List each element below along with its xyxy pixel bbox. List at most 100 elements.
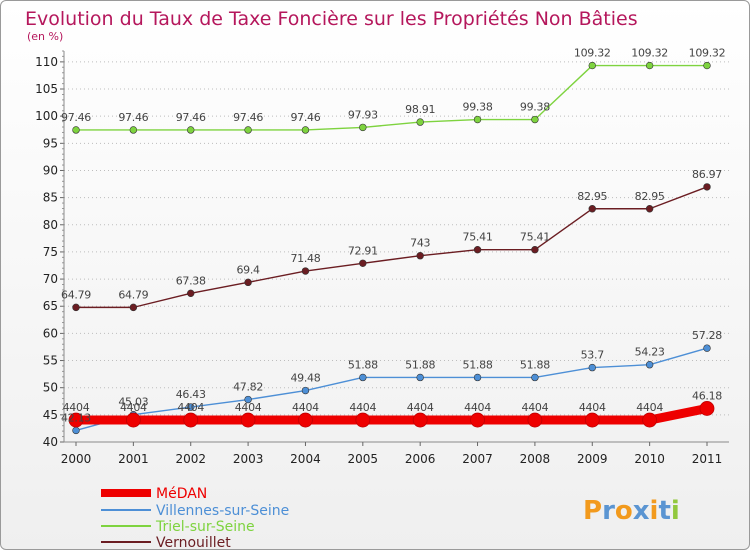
y-tick-label: 45 xyxy=(43,408,58,422)
series-line xyxy=(75,64,708,131)
data-label: 75.41 xyxy=(463,231,493,244)
data-point xyxy=(416,118,424,126)
data-point xyxy=(355,412,371,428)
data-label: 51.88 xyxy=(405,358,435,371)
data-label: 743 xyxy=(410,237,430,250)
data-label: 45.03 xyxy=(118,396,148,409)
chart-title: Evolution du Taux de Taxe Foncière sur l… xyxy=(25,8,638,30)
data-point xyxy=(473,115,482,124)
data-label: 71.48 xyxy=(290,252,320,265)
logo-letter: P xyxy=(583,496,602,526)
y-tick-label: 105 xyxy=(35,82,58,96)
data-label: 46.43 xyxy=(176,388,206,401)
series-line xyxy=(71,403,712,425)
x-tick-label: 2011 xyxy=(692,452,723,466)
data-label: 4404 xyxy=(349,401,376,414)
legend-label: Villennes-sur-Seine xyxy=(156,503,289,519)
x-tick-label: 2002 xyxy=(175,452,206,466)
x-tick-label: 2006 xyxy=(405,452,436,466)
chart-subtitle: (en %) xyxy=(27,30,63,43)
data-label: 82.95 xyxy=(635,190,665,203)
x-tick-label: 2003 xyxy=(233,452,264,466)
data-point xyxy=(473,373,482,382)
data-point xyxy=(240,412,256,428)
data-label: 98.91 xyxy=(405,103,435,116)
data-label: 4404 xyxy=(292,401,319,414)
x-tick-label: 2007 xyxy=(462,452,493,466)
data-point xyxy=(72,126,80,134)
data-point xyxy=(187,126,195,134)
y-tick-label: 70 xyxy=(43,272,58,286)
data-label: 109.32 xyxy=(631,47,668,60)
data-label: 97.46 xyxy=(118,111,148,124)
data-label: 4404 xyxy=(120,401,147,414)
y-tick-label: 65 xyxy=(43,299,58,313)
logo-letter: i xyxy=(671,496,680,526)
data-point xyxy=(301,386,310,395)
data-label: 69.4 xyxy=(236,263,260,276)
data-point xyxy=(416,373,424,382)
data-point xyxy=(645,61,654,70)
data-label: 54.23 xyxy=(635,346,665,359)
data-point xyxy=(470,412,485,428)
data-label: 4404 xyxy=(636,401,663,414)
data-label: 51.88 xyxy=(463,358,493,371)
data-point xyxy=(72,303,80,312)
data-point xyxy=(588,61,596,70)
data-label: 47.82 xyxy=(233,381,263,394)
logo-letter: r xyxy=(602,496,615,526)
data-point xyxy=(642,412,658,428)
data-label: 4404 xyxy=(579,401,606,414)
x-tick-label: 2008 xyxy=(520,452,551,466)
data-label: 51.88 xyxy=(520,358,550,371)
data-point xyxy=(531,373,539,382)
data-label: 64.79 xyxy=(61,288,91,301)
y-tick-label: 50 xyxy=(43,381,58,395)
legend-label: Triel-sur-Seine xyxy=(155,519,255,535)
x-tick-label: 2001 xyxy=(118,452,149,466)
legend: MéDANVillennes-sur-SeineTriel-sur-SeineV… xyxy=(101,486,289,549)
y-tick-label: 80 xyxy=(43,218,58,232)
data-point xyxy=(645,205,654,213)
data-point xyxy=(68,412,84,428)
data-label: 42.13 xyxy=(61,411,91,424)
data-point xyxy=(187,403,195,411)
data-point xyxy=(531,115,539,124)
data-label: 109.32 xyxy=(689,47,726,60)
data-point xyxy=(703,183,711,191)
data-point xyxy=(584,412,600,428)
grid-layer xyxy=(64,61,729,443)
y-tick-label: 40 xyxy=(43,435,58,449)
data-point xyxy=(244,395,252,404)
data-point xyxy=(183,412,199,428)
data-label: 97.46 xyxy=(61,111,91,124)
data-point xyxy=(298,412,313,428)
x-tick-label: 2004 xyxy=(290,452,321,466)
data-point xyxy=(588,205,596,213)
x-tick-label: 2009 xyxy=(577,452,608,466)
data-point xyxy=(416,252,424,260)
data-label: 97.93 xyxy=(348,108,378,121)
data-label: 75.41 xyxy=(520,231,550,244)
y-tick-label: 110 xyxy=(35,55,58,69)
data-label: 86.97 xyxy=(692,168,722,181)
data-point xyxy=(187,289,195,298)
data-label: 82.95 xyxy=(577,190,607,203)
data-point xyxy=(412,412,428,428)
data-point xyxy=(531,246,539,254)
data-label: 109.32 xyxy=(574,47,611,60)
data-point xyxy=(699,401,715,416)
label-layer: 64.79 64.79 67.38 69.4 71.48 72.91 743 75.41 75.… xyxy=(61,47,726,425)
x-tick-label: 2000 xyxy=(61,452,92,466)
data-point xyxy=(72,426,80,435)
data-point xyxy=(527,412,543,428)
data-label: 67.38 xyxy=(176,274,206,287)
data-label: 46.18 xyxy=(692,389,722,402)
logo-letter: o xyxy=(615,496,633,526)
axis-layer: 40 45 50 55 60 65 70 75 80 85 90 95 100 105 110 2000 200… xyxy=(35,50,729,466)
y-tick-label: 75 xyxy=(43,245,58,259)
y-tick-label: 85 xyxy=(43,191,58,205)
data-label: 57.28 xyxy=(692,329,722,342)
data-point xyxy=(359,259,367,267)
data-label: 97.46 xyxy=(233,111,263,124)
